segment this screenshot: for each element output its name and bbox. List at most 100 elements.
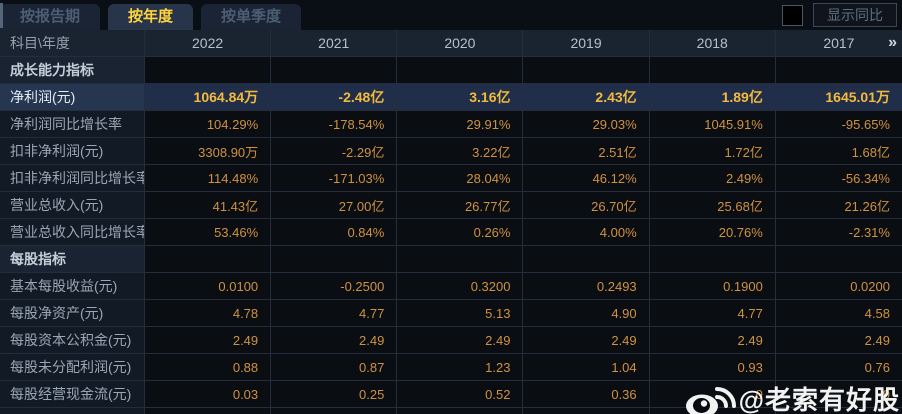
show-yoy-checkbox[interactable]	[782, 5, 803, 26]
show-yoy-toggle-label[interactable]: 显示同比	[813, 3, 897, 27]
table-row[interactable]: 每股未分配利润(元) 0.88 0.87 1.23 1.04 0.93 0.76	[0, 354, 902, 381]
cell-value-text: 46.12%	[592, 170, 637, 186]
cell-value-text: 0.1900	[723, 278, 763, 294]
table-row[interactable]: 每股指标	[0, 246, 902, 273]
cell-value-text: 3.16亿	[469, 89, 511, 105]
cell-value	[775, 246, 902, 273]
row-label-text: 营业总收入同比增长率	[10, 224, 145, 240]
more-years-chevron-icon[interactable]: »	[888, 34, 897, 51]
cell-value-text: 4.00%	[599, 224, 637, 240]
cell-value: 114.48%	[145, 165, 272, 192]
cell-value-text: 4.58	[864, 305, 890, 321]
row-label: 营业总收入同比增长率	[0, 219, 145, 246]
table-row[interactable]: 净利润同比增长率 104.29% -178.54% 29.91% 29.03% 1045.…	[0, 111, 902, 138]
cell-value-text: 4.90	[611, 305, 637, 321]
cell-value-text: 0.52	[485, 386, 511, 402]
cell-value	[145, 408, 272, 414]
cell-value-text: 2.49	[611, 332, 637, 348]
cell-value-text: 0.25	[359, 386, 385, 402]
cell-value: -171.03%	[271, 165, 398, 192]
cell-value-text: 9	[882, 386, 890, 402]
cell-value: -56.34%	[775, 165, 902, 192]
cell-value: 27.00亿	[271, 192, 398, 219]
year-header-2017: 2017 »	[775, 30, 902, 57]
cell-value-text: 25.68亿	[717, 198, 763, 214]
cell-value: 1.23	[397, 354, 524, 381]
cell-value-text: 1045.91%	[704, 116, 763, 132]
cell-value: 3.16亿	[397, 84, 524, 111]
table-row[interactable]: 成长能力指标	[0, 57, 902, 84]
table-row[interactable]: 净利润(元) 1064.84万 -2.48亿 3.16亿 2.43亿 1.89亿 1645.…	[0, 84, 902, 111]
cell-value-text: 1064.84万	[193, 89, 259, 105]
cell-value: 0.0100	[145, 273, 272, 300]
cell-value-text: 26.70亿	[591, 198, 637, 214]
cell-value-text: 2.49	[359, 332, 385, 348]
cell-value: 0.87	[271, 354, 398, 381]
cell-value: 0.25	[271, 381, 398, 408]
cell-value-text: -56.34%	[841, 170, 890, 186]
cell-value: -178.54%	[271, 111, 398, 138]
cell-value-text: 2.49	[737, 332, 763, 348]
cell-value	[649, 408, 776, 414]
table-row[interactable]: 营业总收入(元) 41.43亿 27.00亿 26.77亿 26.70亿 25.68亿 21…	[0, 192, 902, 219]
cell-value: 1064.84万	[145, 84, 272, 111]
cell-value: 26.77亿	[397, 192, 524, 219]
cell-value-text: 5.13	[485, 305, 511, 321]
cell-value: 53.46%	[145, 219, 272, 246]
cell-value: 0.2493	[523, 273, 650, 300]
table-row[interactable]: 扣非净利润同比增长率 114.48% -171.03% 28.04% 46.12% 2.4…	[0, 165, 902, 192]
cell-value-text: -2.31%	[848, 224, 890, 240]
cell-value: 0.93	[649, 354, 776, 381]
cell-value-text: 21.26亿	[844, 198, 890, 214]
cell-value: 4.78	[145, 300, 272, 327]
tab-by-single-quarter[interactable]: 按单季度	[201, 4, 302, 30]
cell-value-text: 28.04%	[466, 170, 511, 186]
row-label: 扣非净利润同比增长率	[0, 165, 145, 192]
cell-value-text: 0	[755, 386, 763, 402]
cell-value-text: 4.77	[737, 305, 763, 321]
row-label: 净利润(元)	[0, 84, 145, 111]
cell-value: -0.2500	[271, 273, 398, 300]
cell-value-text: 0.26%	[473, 224, 511, 240]
table-row[interactable]: 基本每股收益(元) 0.0100 -0.2500 0.3200 0.2493 0.1900…	[0, 273, 902, 300]
cell-value-text: 26.77亿	[464, 198, 511, 214]
cell-value-text: 2.43亿	[595, 89, 637, 105]
cell-value: 1.04	[523, 354, 650, 381]
cell-value: 0.1900	[649, 273, 776, 300]
cell-value: 41.43亿	[145, 192, 272, 219]
cell-value	[649, 57, 776, 84]
tab-by-report-period[interactable]: 按报告期	[0, 4, 101, 30]
corner-header-cell: 科目\年度	[0, 30, 145, 57]
cell-value-text: 2.49	[485, 332, 511, 348]
cell-value-text: 1.23	[485, 359, 511, 375]
row-label: 每股资本公积金(元)	[0, 327, 145, 354]
year-header-label: 2019	[570, 35, 602, 51]
cell-value-text: 1.68亿	[851, 144, 890, 160]
cell-value: 2.43亿	[523, 84, 650, 111]
cell-value	[271, 408, 398, 414]
cell-value: 28.04%	[397, 165, 524, 192]
cell-value-text: 1.04	[611, 359, 637, 375]
cell-value: 2.49	[397, 327, 524, 354]
table-row[interactable]: 营业总收入同比增长率 53.46% 0.84% 0.26% 4.00% 20.76% -2.…	[0, 219, 902, 246]
row-label-text: 每股净资产(元)	[10, 305, 104, 321]
row-label-text: 每股未分配利润(元)	[10, 359, 132, 375]
cell-value: 104.29%	[145, 111, 272, 138]
table-row[interactable]: 每股资本公积金(元) 2.49 2.49 2.49 2.49 2.49 2.49	[0, 327, 902, 354]
cell-value: 0.52	[397, 381, 524, 408]
table-row[interactable]: 每股经营现金流(元) 0.03 0.25 0.52 0.36 0 9	[0, 381, 902, 408]
cell-value-text: 1.72亿	[724, 144, 763, 160]
row-label: 每股净资产(元)	[0, 300, 145, 327]
cell-value: 20.76%	[649, 219, 776, 246]
clipped-next-row	[0, 408, 902, 414]
row-label-text: 扣非净利润同比增长率	[10, 170, 145, 186]
cell-value-text: 0.76	[864, 359, 890, 375]
row-label-text: 成长能力指标	[10, 62, 94, 78]
table-row[interactable]: 每股净资产(元) 4.78 4.77 5.13 4.90 4.77 4.58	[0, 300, 902, 327]
table-row[interactable]: 扣非净利润(元) 3308.90万 -2.29亿 3.22亿 2.51亿 1.72亿 1.6…	[0, 138, 902, 165]
tab-by-year[interactable]: 按年度	[108, 4, 194, 30]
cell-value-text: 104.29%	[206, 116, 259, 132]
cell-value-text: -178.54%	[328, 116, 385, 132]
cell-value-text: 114.48%	[207, 170, 259, 186]
cell-value: 29.03%	[523, 111, 650, 138]
